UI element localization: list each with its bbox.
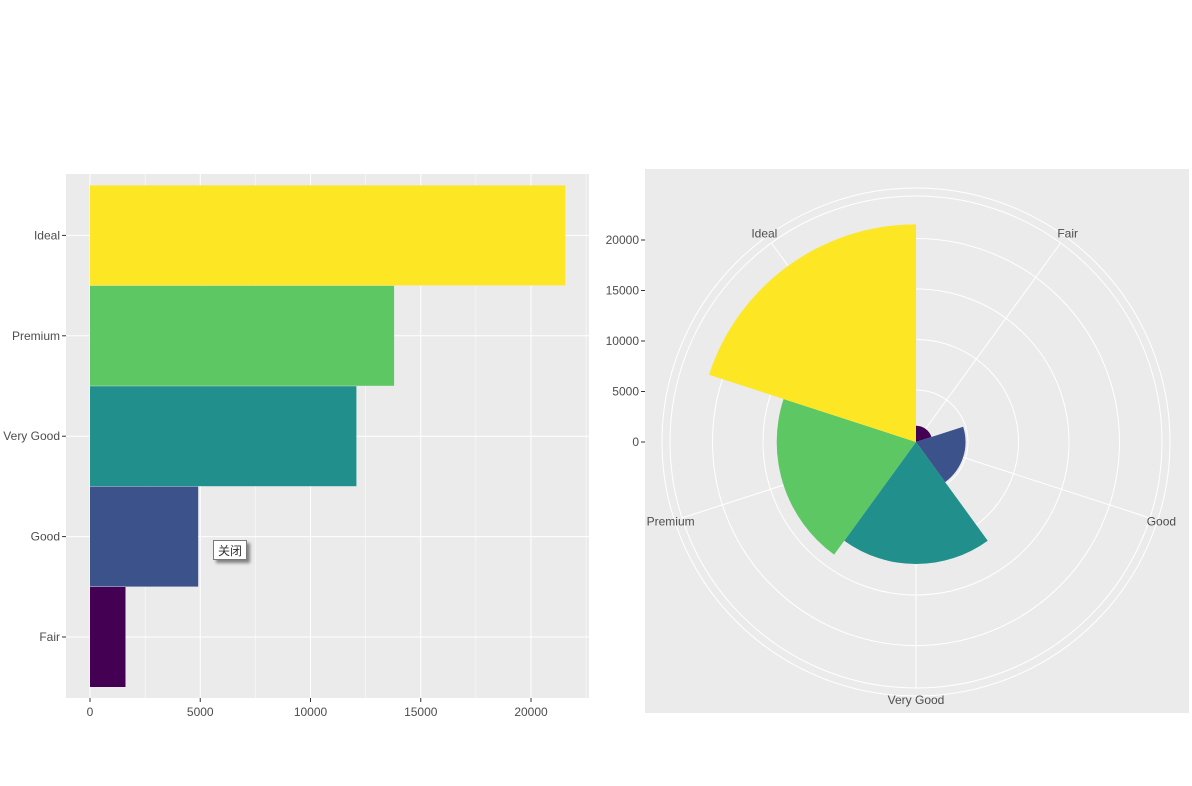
spoke-gridline <box>915 242 1061 443</box>
x-tick-label: 20000 <box>514 705 548 719</box>
category-label-very-good: Very Good <box>888 693 945 707</box>
x-tick-label: 5000 <box>187 705 214 719</box>
close-button[interactable]: 关闭 <box>213 540 247 560</box>
bar-fair <box>90 587 126 687</box>
r-tick-label: 5000 <box>612 385 639 399</box>
y-tick-label: Very Good <box>3 429 60 443</box>
category-label-ideal: Ideal <box>751 226 777 240</box>
wedge-very-good <box>844 442 988 565</box>
polar-chart: Fair Good Very Good Premium Ideal 0 5000 10000 1… <box>606 169 1189 713</box>
wedge-premium <box>776 398 916 555</box>
x-tick-label: 15000 <box>404 705 438 719</box>
r-tick-label: 10000 <box>606 334 640 348</box>
r-tick-label: 15000 <box>606 284 640 298</box>
bar-premium <box>90 285 395 386</box>
wedge-good <box>916 426 966 483</box>
category-label-premium: Premium <box>647 515 695 529</box>
wedge-fair <box>916 425 932 442</box>
radial-gridline <box>661 187 1171 697</box>
category-label-fair: Fair <box>1057 226 1078 240</box>
wedge-ideal <box>708 224 916 442</box>
y-tick-label: Fair <box>39 630 60 644</box>
bar-chart: Fair Good Very Good Premium Ideal 0 5000 10000 1… <box>3 174 589 719</box>
bar-very-good <box>90 386 357 487</box>
bar-ideal <box>90 185 566 286</box>
category-label-good: Good <box>1147 515 1176 529</box>
r-tick-label: 0 <box>632 435 639 449</box>
x-tick-label: 10000 <box>294 705 328 719</box>
bar-good <box>90 486 199 587</box>
y-tick-label: Good <box>31 530 60 544</box>
x-tick-label: 0 <box>87 705 94 719</box>
y-tick-label: Premium <box>12 329 60 343</box>
y-tick-label: Ideal <box>34 228 60 242</box>
r-tick-label: 20000 <box>606 233 640 247</box>
